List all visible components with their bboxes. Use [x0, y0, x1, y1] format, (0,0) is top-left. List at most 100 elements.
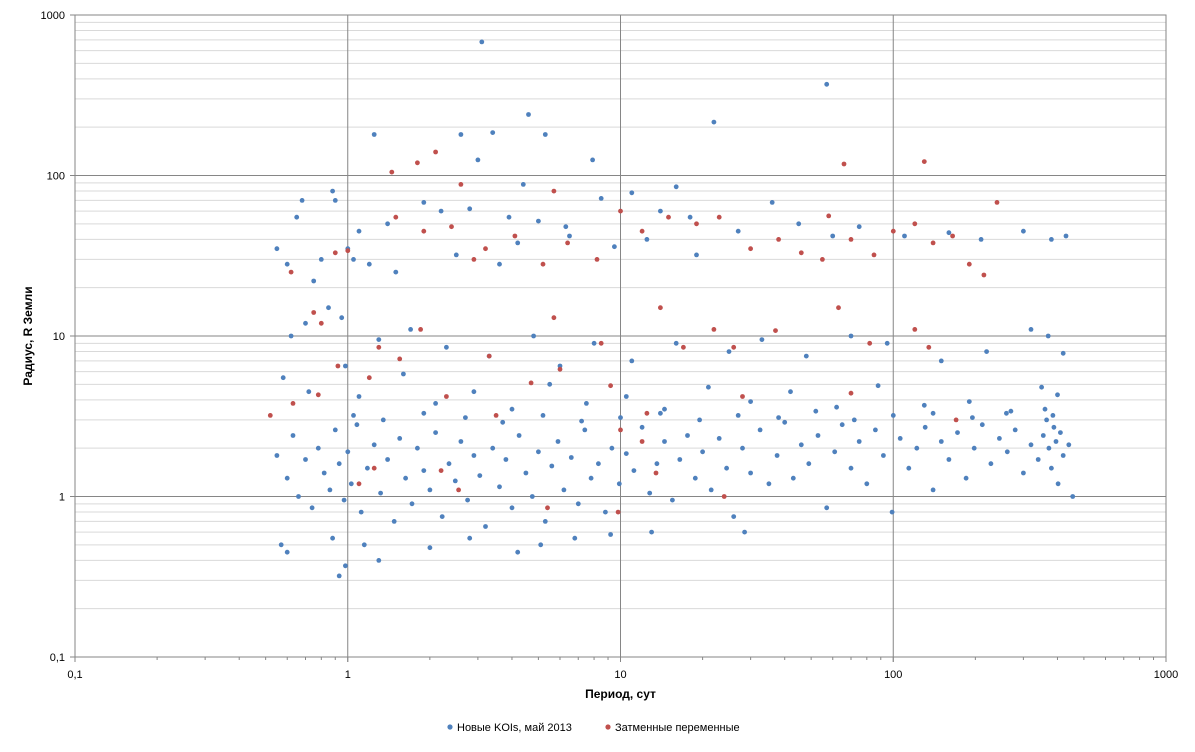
data-point	[851, 417, 857, 423]
data-point	[403, 475, 408, 481]
data-point	[409, 501, 415, 507]
data-point	[946, 457, 952, 462]
data-point	[356, 394, 362, 399]
data-point	[433, 149, 438, 155]
data-point	[662, 439, 667, 444]
data-point	[1070, 494, 1076, 499]
data-point	[503, 457, 509, 462]
x-axis-label: Период, сут	[585, 687, 656, 701]
data-point	[759, 337, 765, 342]
data-point	[311, 278, 317, 284]
data-point	[856, 439, 862, 444]
series-koi	[274, 39, 1076, 579]
data-point	[598, 196, 604, 201]
data-point	[500, 419, 506, 425]
data-point	[551, 188, 557, 194]
data-point	[572, 535, 578, 541]
data-point	[315, 445, 321, 451]
data-point	[742, 529, 747, 535]
data-point	[921, 402, 927, 408]
data-point	[1049, 465, 1054, 471]
data-point	[267, 413, 273, 418]
data-point	[463, 415, 468, 420]
data-point	[393, 269, 399, 275]
data-point	[769, 200, 775, 205]
data-point	[603, 509, 608, 515]
data-point	[439, 514, 445, 519]
data-point	[318, 320, 324, 326]
data-point	[1045, 333, 1051, 339]
data-point	[332, 250, 338, 256]
data-point	[358, 509, 364, 515]
data-point	[529, 494, 535, 499]
data-point	[458, 132, 464, 137]
data-point	[336, 573, 342, 579]
data-point	[380, 417, 386, 423]
data-point	[658, 305, 663, 311]
data-point	[618, 208, 623, 214]
data-point	[1053, 439, 1059, 444]
data-point	[490, 445, 496, 451]
data-point	[483, 524, 488, 529]
data-point	[397, 436, 403, 441]
data-point	[658, 410, 663, 416]
data-point	[433, 430, 438, 435]
data-point	[1039, 384, 1044, 390]
data-point	[670, 497, 675, 503]
data-point	[1058, 430, 1063, 435]
data-point	[955, 430, 960, 435]
data-point	[567, 233, 572, 239]
data-point	[330, 188, 335, 194]
data-point	[639, 439, 645, 444]
data-point	[1028, 442, 1034, 448]
data-point	[708, 487, 714, 493]
data-point	[970, 415, 975, 420]
data-point	[839, 422, 845, 428]
data-point	[1008, 408, 1014, 414]
data-point	[303, 457, 308, 462]
data-point	[806, 461, 812, 467]
data-point	[953, 417, 959, 423]
data-point	[848, 390, 854, 396]
data-point	[378, 490, 383, 496]
data-point	[366, 261, 372, 267]
data-point	[644, 410, 650, 416]
data-point	[299, 198, 305, 203]
data-point	[575, 501, 581, 507]
data-point	[540, 261, 546, 267]
data-point	[1044, 417, 1049, 423]
data-point	[523, 470, 529, 476]
data-point	[824, 505, 830, 511]
data-point	[623, 394, 629, 399]
data-point	[813, 408, 819, 414]
data-point	[415, 160, 420, 166]
data-point	[427, 487, 433, 493]
data-point	[385, 221, 390, 227]
data-point	[393, 214, 399, 220]
data-point	[629, 358, 635, 364]
data-point	[385, 457, 390, 462]
data-point	[290, 401, 296, 406]
data-point	[921, 159, 927, 165]
data-point	[345, 449, 351, 455]
legend-label-koi: Новые KOIs, май 2013	[457, 722, 572, 734]
data-point	[545, 505, 550, 511]
data-point	[557, 366, 563, 372]
data-point	[757, 427, 763, 433]
data-point	[376, 344, 382, 350]
data-point	[697, 417, 702, 423]
data-point	[563, 224, 569, 230]
data-point	[303, 320, 308, 326]
data-point	[321, 470, 327, 476]
data-point	[1004, 410, 1009, 416]
data-point	[351, 257, 356, 262]
data-point	[311, 310, 317, 315]
legend-marker-eclipsing	[605, 724, 611, 730]
data-point	[616, 481, 622, 487]
data-point	[930, 487, 936, 493]
data-point	[776, 415, 781, 420]
data-point	[371, 465, 377, 471]
data-point	[415, 445, 420, 451]
data-point	[531, 333, 536, 339]
